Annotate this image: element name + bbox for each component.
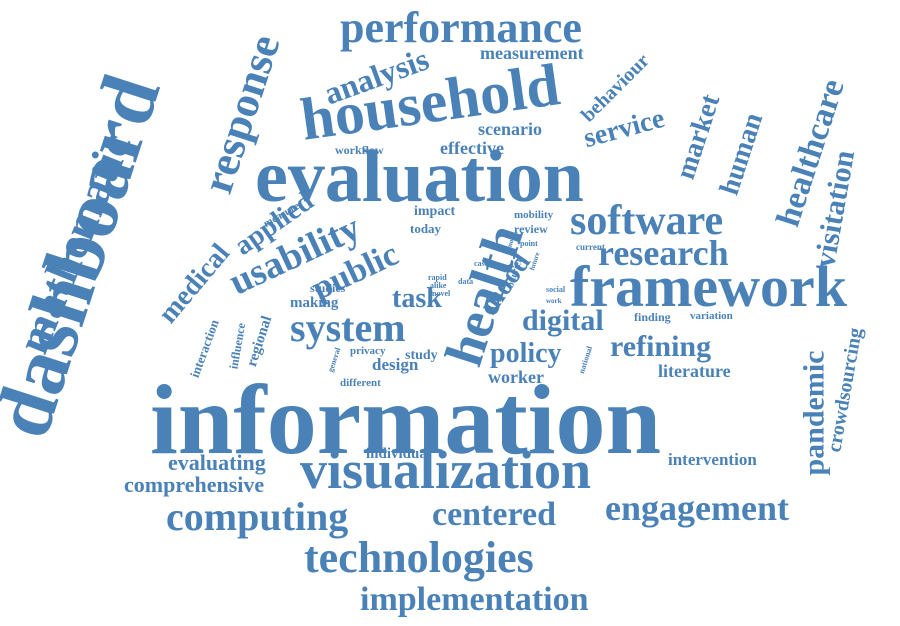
word-point: point (520, 239, 538, 248)
word-digital: digital (522, 304, 604, 337)
word-mobility: mobility (514, 209, 554, 221)
word-human: human (713, 109, 770, 199)
word-individual: individual (366, 446, 432, 462)
word-study: study (405, 348, 438, 363)
word-novel: novel (432, 289, 451, 298)
word-scenario: scenario (478, 119, 542, 139)
word-literature: literature (658, 361, 731, 381)
word-information: information (150, 364, 662, 475)
word-making: making (290, 295, 339, 311)
word-evaluation: evaluation (255, 136, 584, 218)
word-centered: centered (432, 496, 556, 533)
word-performance: performance (340, 3, 582, 52)
word-workflow: workflow (335, 143, 384, 157)
word-measurement: measurement (480, 43, 584, 63)
word-evaluating: evaluating (168, 450, 266, 475)
word-regional: regional (243, 314, 276, 369)
word-research: research (598, 233, 729, 273)
word-work: work (546, 297, 562, 305)
word-privacy: privacy (350, 345, 386, 357)
word-review: review (514, 222, 548, 236)
word-finding: finding (634, 310, 671, 324)
word-design: design (372, 355, 419, 374)
word-visualization: visualization (300, 440, 592, 500)
word-case: case (474, 259, 489, 268)
word-variation: variation (690, 310, 733, 322)
word-effective: effective (440, 138, 504, 158)
word-different: different (340, 377, 381, 389)
word-rapid: rapid (428, 273, 447, 282)
word-implementation: implementation (360, 581, 589, 618)
word-today: today (410, 221, 442, 236)
word-task: task (392, 283, 442, 314)
word-medical: medical (152, 237, 237, 330)
word-future: future (528, 251, 542, 272)
word-framework: framework (570, 254, 848, 319)
word-refining: refining (610, 330, 712, 363)
word-market: market (669, 90, 727, 184)
word-computing: computing (166, 494, 349, 539)
word-intervention: intervention (668, 450, 757, 469)
word-pandemic: pandemic (797, 350, 831, 476)
word-policy: policy (490, 338, 562, 369)
word-worker: worker (488, 367, 544, 387)
word-technologies: technologies (304, 533, 534, 582)
word-current: current (576, 242, 605, 252)
word-software: software (570, 198, 724, 244)
word-system: system (290, 305, 406, 350)
word-engagement: engagement (605, 488, 789, 528)
word-studies: studies (310, 281, 346, 295)
word-alike: alike (430, 281, 447, 290)
word-impact: impact (414, 204, 456, 219)
word-social: social (546, 285, 566, 294)
word-data: data (458, 277, 474, 286)
word-comprehensive: comprehensive (124, 472, 265, 497)
